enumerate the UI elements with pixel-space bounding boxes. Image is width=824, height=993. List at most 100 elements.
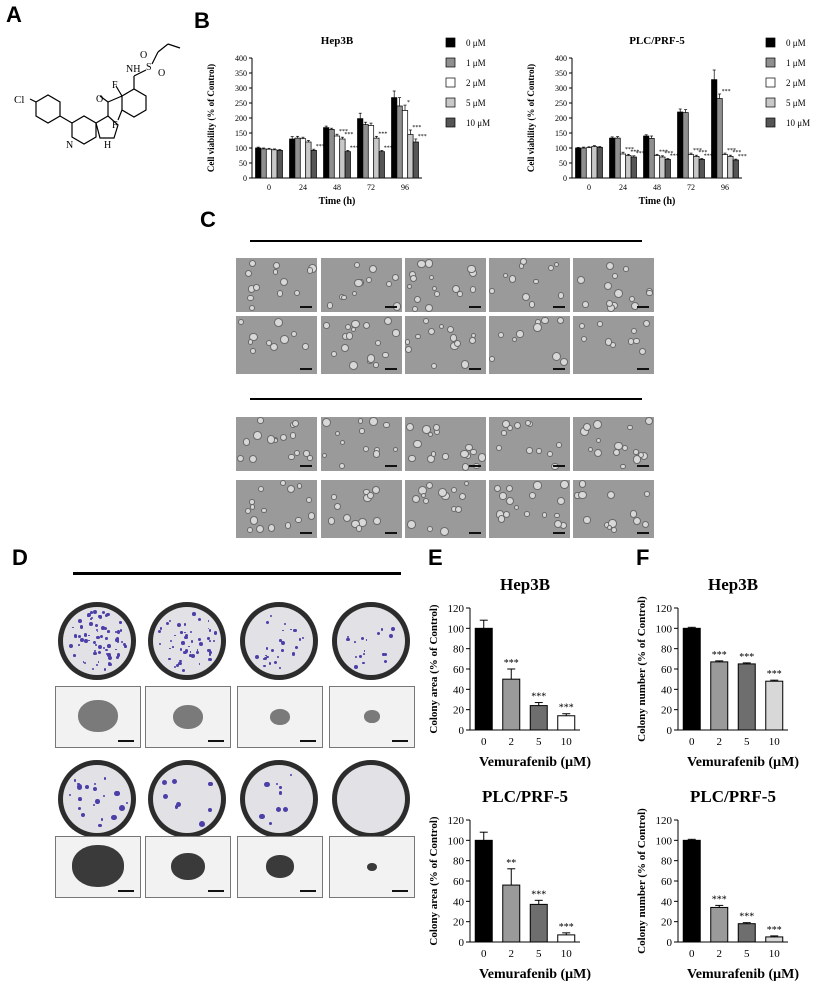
cell-spot: [623, 266, 629, 272]
cell-spot: [541, 512, 548, 518]
colony-spot: [69, 644, 74, 649]
colony-spot: [282, 806, 289, 813]
chart-hep3b-colony-number: Hep3B 0 20 40 60 80 100 120 0 *** 2 *** 5 *** 10 Vemura…: [636, 575, 799, 770]
colony-zoom-image: [145, 836, 231, 898]
bar: [378, 151, 385, 179]
colony-spot: [266, 621, 270, 625]
y-tick-label: 20: [453, 705, 465, 717]
x-tick-label: 24: [299, 183, 307, 192]
cell-spot: [460, 449, 469, 459]
colony-spot: [97, 650, 101, 654]
cell-spot: [457, 291, 463, 298]
cell-spot: [406, 283, 412, 290]
colony-spot: [104, 614, 108, 618]
colony-spot: [189, 630, 193, 633]
scale-bar: [469, 306, 481, 308]
bar: [721, 154, 729, 179]
colony-spot: [207, 637, 210, 640]
panel-label-b: B: [194, 8, 210, 33]
colony-blob: [266, 855, 294, 878]
colony-spot: [265, 647, 269, 650]
cell-spot: [493, 484, 501, 492]
colony-spot: [346, 637, 350, 641]
y-axis-label: Cell viability (% of Control): [206, 64, 216, 172]
cell-spot: [267, 524, 276, 532]
significance-mark: ***: [559, 703, 574, 714]
y-tick-label: 0: [459, 937, 465, 949]
cell-spot: [605, 300, 613, 308]
cell-spot: [529, 491, 536, 499]
bar: [333, 135, 341, 179]
cell-spot: [533, 322, 542, 332]
microscopy-image: [405, 480, 486, 538]
y-tick-label: 100: [448, 835, 465, 847]
bar: [580, 147, 587, 179]
y-tick-label: 50: [559, 159, 567, 168]
culture-dish: [332, 760, 410, 838]
cell-spot: [273, 261, 281, 269]
x-tick-label: 0: [267, 183, 271, 192]
cell-spot: [628, 295, 636, 303]
cell-spot: [505, 484, 513, 492]
colony-spot: [391, 627, 396, 632]
bar: [502, 678, 521, 731]
significance-mark: ***: [738, 154, 747, 160]
legend-swatch: [765, 37, 776, 48]
y-tick-label: 20: [661, 705, 673, 717]
cell-spot: [452, 284, 461, 293]
cell-spot: [524, 511, 530, 518]
cell-spot: [249, 516, 259, 525]
atom-cl: Cl: [14, 94, 24, 106]
bar: [659, 156, 666, 179]
colony-spot: [83, 633, 87, 637]
colony-spot: [196, 649, 199, 652]
significance-mark: ***: [418, 134, 427, 140]
cell-spot: [373, 450, 381, 458]
significance-mark: ***: [344, 132, 353, 138]
y-tick-label: 60: [453, 876, 465, 888]
colony-spot: [383, 659, 387, 664]
cell-spot: [369, 417, 378, 426]
cell-spot: [440, 527, 450, 536]
bar: [710, 906, 729, 943]
cell-spot: [249, 260, 256, 268]
dish-well: [63, 607, 131, 675]
cell-spot: [249, 347, 257, 355]
y-tick-label: 80: [661, 644, 673, 656]
colony-spot: [101, 625, 106, 630]
cell-spot: [524, 420, 531, 427]
cell-spot: [450, 334, 458, 342]
dish-well: [245, 765, 313, 833]
colony-spot: [279, 639, 282, 642]
cell-spot: [293, 450, 300, 457]
legend-label: 10 μM: [786, 118, 810, 128]
bar: [664, 159, 671, 179]
colony-spot: [172, 646, 174, 648]
cell-spot: [612, 449, 620, 457]
cell-spot: [355, 525, 363, 532]
bar: [596, 147, 603, 179]
cell-spot: [508, 275, 517, 283]
cell-spot: [386, 280, 393, 287]
scale-bar: [553, 465, 565, 467]
cell-spot: [392, 329, 400, 337]
x-tick-label: 2: [717, 736, 723, 748]
colony-spot: [214, 631, 218, 635]
cell-spot: [408, 454, 416, 463]
colony-spot: [182, 650, 187, 655]
colony-spot: [347, 635, 350, 638]
dish-well: [153, 765, 221, 833]
bar: [630, 156, 637, 179]
cell-spot: [331, 494, 337, 500]
scale-bar: [385, 532, 397, 534]
dish-well: [337, 607, 405, 675]
dish-well: [63, 765, 131, 833]
colony-spot: [97, 645, 102, 650]
cell-spot: [344, 323, 352, 331]
cell-spot: [533, 279, 539, 285]
bar: [591, 146, 598, 179]
colony-blob: [72, 845, 124, 887]
cell-spot: [462, 463, 470, 471]
bar: [737, 663, 756, 731]
cell-spot: [373, 517, 381, 525]
